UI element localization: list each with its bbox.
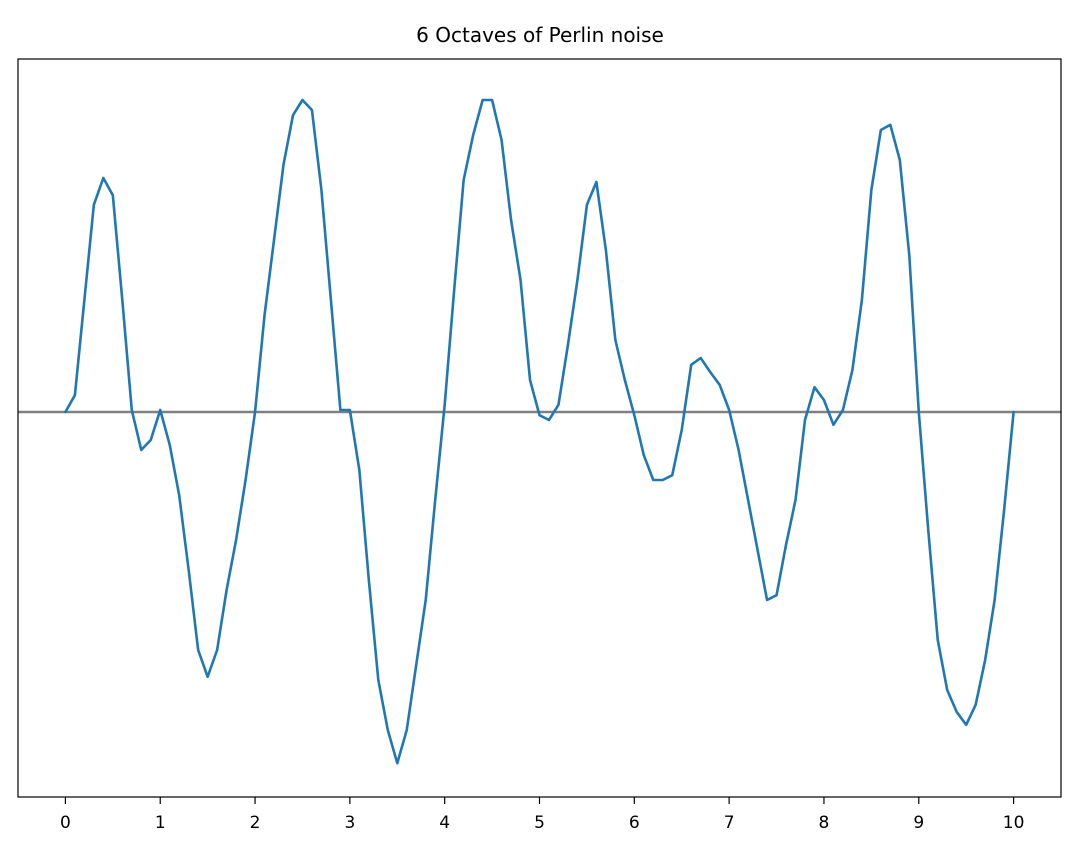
chart-title: 6 Octaves of Perlin noise bbox=[416, 23, 664, 47]
x-tick-label: 5 bbox=[534, 813, 545, 833]
x-tick-label: 2 bbox=[250, 813, 261, 833]
x-tick-label: 3 bbox=[344, 813, 355, 833]
x-tick-label: 1 bbox=[155, 813, 166, 833]
x-tick-label: 7 bbox=[724, 813, 735, 833]
x-tick-label: 8 bbox=[819, 813, 830, 833]
x-tick-label: 9 bbox=[913, 813, 924, 833]
x-tick-label: 6 bbox=[629, 813, 640, 833]
x-tick-label: 4 bbox=[439, 813, 450, 833]
plot-frame bbox=[17, 58, 1062, 798]
line-series bbox=[64, 98, 1015, 765]
x-tick-label: 0 bbox=[60, 813, 71, 833]
x-tick-label: 10 bbox=[1003, 813, 1025, 833]
